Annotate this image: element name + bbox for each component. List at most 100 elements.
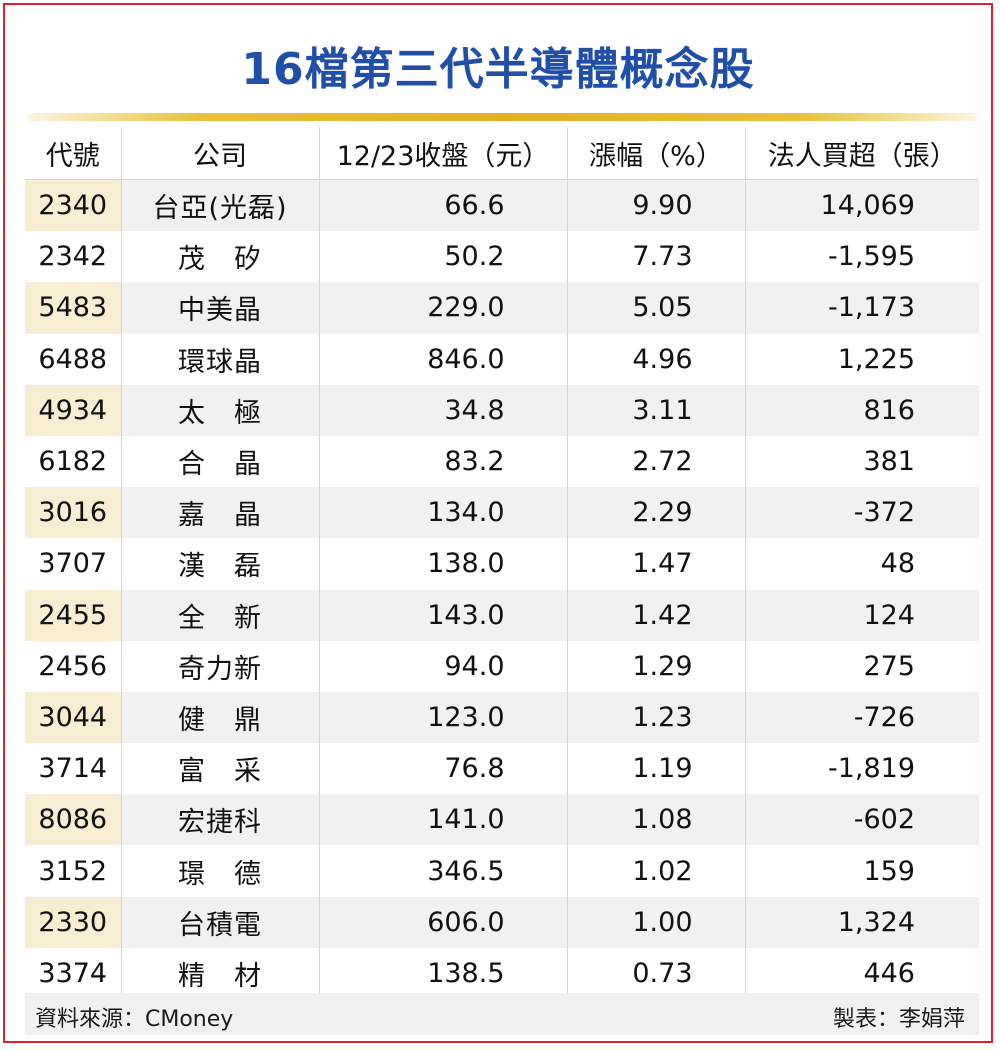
stock-table: 代號 公司 12/23收盤（元） 漲幅（%） 法人買超（張） 2340 台亞(光磊…	[25, 127, 979, 999]
page-title: 16檔第三代半導體概念股	[241, 44, 755, 95]
table-row: 2456 奇力新 94.0 1.29 275	[25, 640, 979, 692]
stock-code-cell: 6182	[38, 446, 108, 478]
table-row: 2342 茂 矽 50.2 7.73 -1,595	[25, 231, 979, 283]
company-name-cell: 精 材	[120, 947, 319, 999]
close-price-cell: 76.8	[318, 743, 567, 795]
close-price-cell: 229.0	[318, 282, 567, 334]
net-buy-cell: 1,225	[744, 333, 979, 385]
close-price-cell: 846.0	[318, 333, 567, 385]
stock-code-cell: 3374	[38, 957, 108, 989]
net-buy-cell: -1,173	[744, 282, 979, 334]
close-price-cell: 134.0	[318, 487, 567, 539]
price-change-cell: 5.05	[566, 282, 745, 334]
close-price-cell: 66.6	[318, 179, 567, 232]
stock-code-cell: 3714	[38, 753, 108, 785]
net-buy-cell: -602	[744, 794, 979, 846]
close-price-cell: 34.8	[318, 384, 567, 436]
company-name-cell: 太 極	[120, 384, 319, 436]
table-row: 3152 璟 德 346.5 1.02 159	[25, 845, 979, 897]
price-change-cell: 4.96	[566, 333, 745, 385]
company-name-cell: 奇力新	[120, 640, 319, 692]
company-name-cell: 台積電	[120, 896, 319, 948]
close-price-cell: 94.0	[318, 640, 567, 692]
net-buy-cell: 159	[744, 845, 979, 897]
net-buy-cell: 446	[744, 947, 979, 999]
stock-code-cell: 6488	[38, 343, 108, 375]
close-price-cell: 138.5	[318, 947, 567, 999]
company-name-cell: 茂 矽	[120, 231, 319, 283]
stock-code-cell: 2330	[25, 896, 121, 948]
stock-code-cell: 2340	[25, 179, 121, 232]
table-row: 4934 太 極 34.8 3.11 816	[25, 384, 979, 436]
stock-code-cell: 3152	[38, 855, 108, 887]
stock-code-cell: 2455	[25, 589, 121, 641]
net-buy-cell: 816	[744, 384, 979, 436]
stock-code-cell: 3707	[38, 548, 108, 580]
net-buy-cell: -372	[744, 487, 979, 539]
company-name-cell: 璟 德	[120, 845, 319, 897]
table-row: 2330 台積電 606.0 1.00 1,324	[25, 896, 979, 948]
price-change-cell: 1.47	[566, 538, 745, 590]
company-name-cell: 合 晶	[120, 435, 319, 488]
close-price-cell: 346.5	[318, 845, 567, 897]
net-buy-cell: -1,595	[744, 231, 979, 283]
table-row: 3044 健 鼎 123.0 1.23 -726	[25, 691, 979, 744]
price-change-cell: 1.08	[566, 794, 745, 846]
price-change-cell: 1.00	[566, 896, 745, 948]
company-name-cell: 健 鼎	[120, 691, 319, 744]
table-row: 3707 漢 磊 138.0 1.47 48	[25, 538, 979, 590]
stock-code-cell: 3044	[25, 691, 121, 744]
net-buy-cell: 48	[744, 538, 979, 590]
footer: 資料來源：CMoney 製表：李娟萍	[25, 993, 979, 1035]
company-name-cell: 環球晶	[120, 333, 319, 385]
price-change-cell: 1.29	[566, 640, 745, 692]
column-header-change: 漲幅（%）	[566, 127, 745, 180]
net-buy-cell: 1,324	[744, 896, 979, 948]
stock-code-cell: 2342	[38, 241, 108, 273]
company-name-cell: 富 采	[120, 743, 319, 795]
close-price-cell: 606.0	[318, 896, 567, 948]
price-change-cell: 1.19	[566, 743, 745, 795]
close-price-cell: 138.0	[318, 538, 567, 590]
column-header-net-buy: 法人買超（張）	[744, 127, 979, 180]
table-row: 2455 全 新 143.0 1.42 124	[25, 589, 979, 641]
table-row: 3016 嘉 晶 134.0 2.29 -372	[25, 487, 979, 539]
price-change-cell: 7.73	[566, 231, 745, 283]
price-change-cell: 2.29	[566, 487, 745, 539]
net-buy-cell: 275	[744, 640, 979, 692]
table-row: 8086 宏捷科 141.0 1.08 -602	[25, 794, 979, 846]
price-change-cell: 3.11	[566, 384, 745, 436]
column-header-company: 公司	[120, 127, 319, 180]
company-name-cell: 中美晶	[120, 282, 319, 334]
table-row: 5483 中美晶 229.0 5.05 -1,173	[25, 282, 979, 334]
table-row: 3374 精 材 138.5 0.73 446	[25, 947, 979, 999]
price-change-cell: 1.42	[566, 589, 745, 641]
net-buy-cell: 381	[744, 435, 979, 488]
net-buy-cell: -726	[744, 691, 979, 744]
company-name-cell: 台亞(光磊)	[120, 179, 319, 232]
stock-code-cell: 5483	[25, 282, 121, 334]
maker-credit: 製表：李娟萍	[832, 1007, 965, 1032]
close-price-cell: 50.2	[318, 231, 567, 283]
close-price-cell: 123.0	[318, 691, 567, 744]
stock-code-cell: 2456	[38, 650, 108, 682]
infographic-frame: 16檔第三代半導體概念股 代號 公司 12/23收盤（元） 漲幅（%） 法人買超…	[3, 3, 993, 1043]
column-header-code: 代號	[25, 127, 121, 180]
company-name-cell: 全 新	[120, 589, 319, 641]
stock-code-cell: 4934	[25, 384, 121, 436]
stock-code-cell: 8086	[25, 794, 121, 846]
table-row: 6488 環球晶 846.0 4.96 1,225	[25, 333, 979, 385]
title-divider	[27, 113, 977, 121]
price-change-cell: 9.90	[566, 179, 745, 232]
table-row: 3714 富 采 76.8 1.19 -1,819	[25, 743, 979, 795]
company-name-cell: 漢 磊	[120, 538, 319, 590]
close-price-cell: 141.0	[318, 794, 567, 846]
company-name-cell: 嘉 晶	[120, 487, 319, 539]
stock-code-cell: 3016	[25, 487, 121, 539]
net-buy-cell: 14,069	[744, 179, 979, 232]
table-row: 6182 合 晶 83.2 2.72 381	[25, 435, 979, 488]
table-row: 2340 台亞(光磊) 66.6 9.90 14,069	[25, 179, 979, 232]
net-buy-cell: -1,819	[744, 743, 979, 795]
price-change-cell: 1.23	[566, 691, 745, 744]
price-change-cell: 0.73	[566, 947, 745, 999]
